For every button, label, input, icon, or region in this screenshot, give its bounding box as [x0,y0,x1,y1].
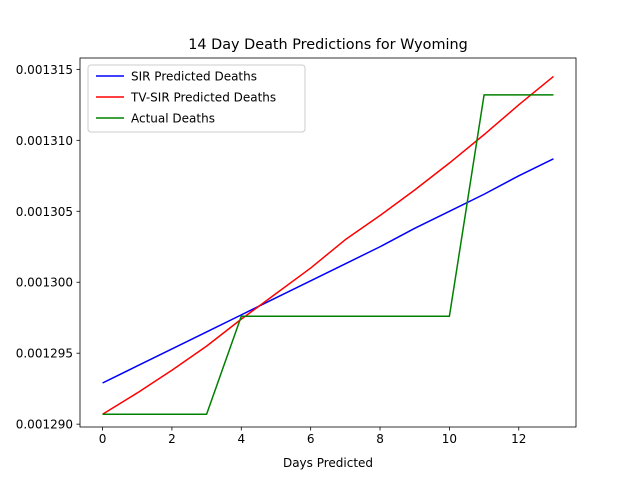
x-tick-label: 4 [237,432,245,446]
y-tick-label: 0.001295 [16,347,73,361]
x-tick-label: 2 [168,432,176,446]
series-line-sir-predicted-deaths [102,158,554,384]
x-tick-label: 12 [511,432,526,446]
x-axis-label: Days Predicted [283,456,373,470]
legend-label-actual-deaths: Actual Deaths [131,112,215,126]
legend-label-tv-sir-predicted-deaths: TV-SIR Predicted Deaths [130,91,276,105]
x-tick-label: 8 [376,432,384,446]
y-tick-label: 0.001290 [16,418,73,432]
y-tick-label: 0.001300 [16,276,73,290]
series-line-actual-deaths [102,94,554,415]
chart-title: 14 Day Death Predictions for Wyoming [188,37,467,53]
y-tick-label: 0.001315 [16,63,73,77]
y-tick-label: 0.001310 [16,134,73,148]
plot-area: 0 2 4 6 8 10 12 0.001290 0.001295 0.001300 0.00130… [16,57,577,446]
x-tick-label: 10 [442,432,457,446]
axes-frame [79,57,577,428]
y-tick-label: 0.001305 [16,205,73,219]
legend-box [87,64,306,133]
series-line-tv-sir-predicted-deaths [102,75,554,415]
legend-label-sir-predicted-deaths: SIR Predicted Deaths [131,70,257,84]
legend: SIR Predicted Deaths TV-SIR Predicted Dea… [87,64,306,133]
x-tick-label: 6 [307,432,315,446]
x-tick-label: 0 [99,432,107,446]
